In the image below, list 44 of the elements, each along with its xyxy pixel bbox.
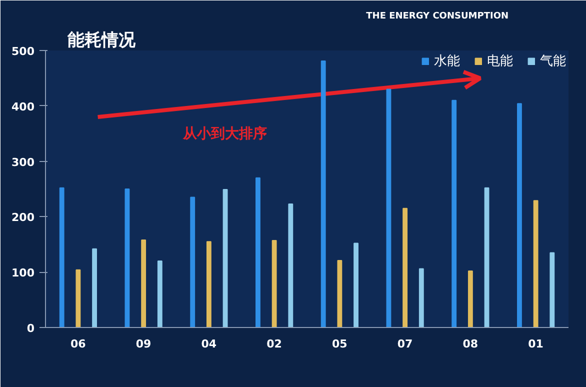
- bar: [157, 260, 162, 328]
- bar: [484, 187, 490, 328]
- x-tick-label: 04: [201, 338, 217, 350]
- y-tick-label: 400: [12, 100, 35, 114]
- bar: [550, 252, 555, 328]
- bar: [418, 268, 424, 328]
- bar: [76, 269, 81, 328]
- y-tick-label: 100: [12, 266, 35, 280]
- bar: [533, 200, 538, 328]
- legend-label: 水能: [434, 53, 460, 70]
- bar: [222, 189, 228, 328]
- annotation: 从小到大排序: [182, 124, 267, 142]
- legend-label: 电能: [487, 53, 513, 70]
- bar: [320, 60, 326, 328]
- chart-subtitle: THE ENERGY CONSUMPTION: [366, 12, 509, 22]
- bar: [468, 270, 473, 328]
- chart-title: 能耗情况: [68, 30, 136, 50]
- x-tick-label: 08: [462, 338, 478, 350]
- bar: [190, 196, 196, 328]
- bar: [337, 260, 342, 328]
- y-tick-label: 500: [12, 45, 35, 58]
- bar: [59, 187, 64, 328]
- bar: [124, 188, 130, 328]
- y-tick-label: 200: [12, 211, 35, 224]
- bar: [386, 88, 392, 328]
- x-tick-label: 09: [136, 338, 152, 350]
- x-tick-label: 01: [528, 338, 544, 350]
- bar: [402, 208, 408, 328]
- bar: [256, 177, 260, 328]
- bar: [288, 203, 294, 328]
- x-tick-label: 06: [70, 338, 86, 350]
- bar: [452, 100, 457, 328]
- bar: [272, 240, 277, 328]
- x-tick-label: 07: [397, 338, 413, 350]
- bar: [354, 242, 358, 328]
- y-tick-label: 300: [12, 156, 35, 169]
- legend-label: 气能: [540, 53, 566, 70]
- bar: [206, 241, 212, 328]
- bar: [517, 103, 522, 328]
- bar: [92, 248, 97, 328]
- x-tick-label: 02: [266, 338, 282, 350]
- x-tick-label: 05: [332, 338, 348, 350]
- bar: [141, 239, 146, 328]
- y-tick-label: 0: [26, 322, 35, 335]
